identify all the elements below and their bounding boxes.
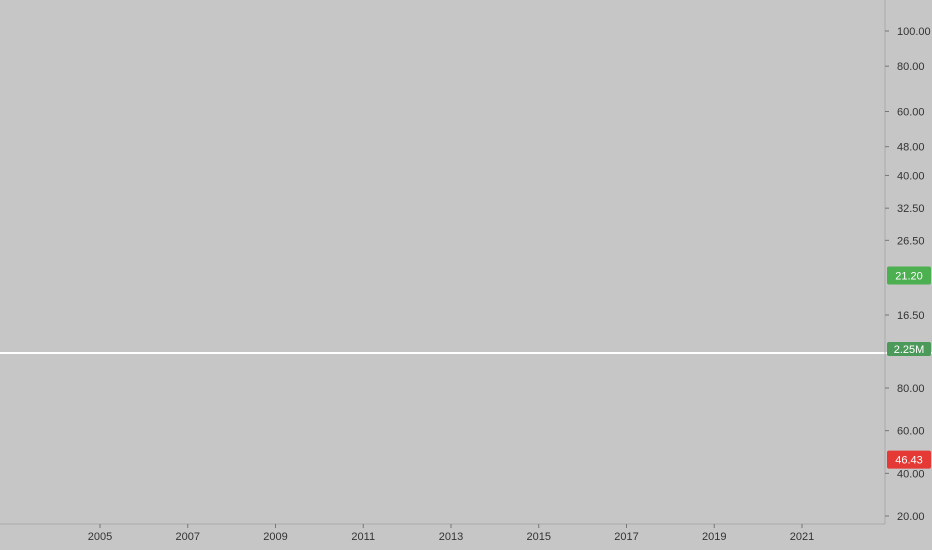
price-axis-tick-label: 48.00 [897,142,925,154]
price-axis-tick-label: 100.00 [897,26,931,38]
volume-tag [887,342,931,356]
time-axis-tick-label: 2009 [263,531,287,543]
last-price-tag [887,266,931,285]
time-axis-tick-label: 2017 [614,531,638,543]
time-axis-tick-label: 2005 [88,531,112,543]
rsi-axis-tick-label: 20.00 [897,511,925,523]
rsi-value-tag [887,450,931,469]
price-axis-tick-label: 16.50 [897,310,925,322]
rsi-axis-tick-label: 60.00 [897,426,925,438]
volume-tag-text: 2.25M [894,344,925,356]
rsi-axis-tick-label: 80.00 [897,383,925,395]
price-axis-tick-label: 32.50 [897,203,925,215]
time-axis-tick-label: 2019 [702,531,726,543]
last-price-tag-text: 21.20 [895,270,923,282]
price-axis-tick-label: 40.00 [897,170,925,182]
time-axis-tick-label: 2021 [790,531,814,543]
price-axis-tick-label: 60.00 [897,107,925,119]
price-axis-tick-label: 80.00 [897,61,925,73]
time-axis-tick-label: 2015 [527,531,551,543]
time-axis-tick-label: 2013 [439,531,463,543]
rsi-axis-tick-label: 40.00 [897,468,925,480]
price-axis-tick-label: 26.50 [897,235,925,247]
rsi-value-tag-text: 46.43 [895,455,923,467]
time-axis-tick-label: 2011 [351,531,375,543]
time-axis-tick-label: 2007 [176,531,200,543]
